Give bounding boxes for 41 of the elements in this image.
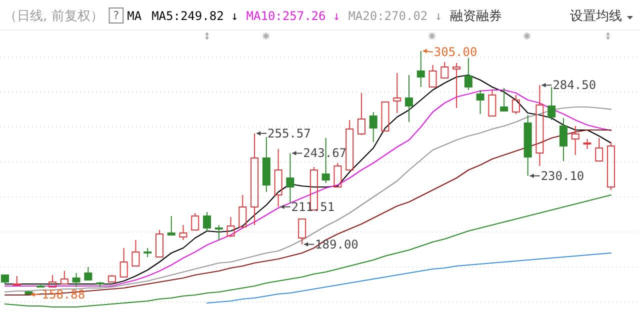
text: ?	[113, 9, 120, 22]
candlestick	[179, 224, 188, 240]
candlestick	[238, 194, 247, 228]
candlestick	[357, 92, 366, 136]
candlestick	[452, 62, 461, 108]
candlestick	[120, 248, 128, 278]
candlestick	[405, 74, 413, 122]
candlestick	[226, 216, 235, 238]
candlestick	[346, 120, 354, 170]
candlestick	[440, 62, 449, 78]
candlestick	[48, 274, 57, 288]
text: MA10:257.26 ↓	[246, 9, 340, 23]
annotation: 305.00	[434, 45, 478, 59]
annotation: 284.50	[552, 78, 596, 92]
candlestick	[559, 118, 568, 162]
chart-subtitle: （日线, 前复权）	[4, 9, 104, 24]
candlestick	[12, 276, 21, 286]
candlestick	[72, 272, 80, 288]
candlestick	[571, 126, 580, 156]
candlestick	[464, 58, 472, 90]
text: MA	[127, 9, 142, 23]
candlestick	[476, 90, 484, 114]
candlestick	[262, 136, 270, 192]
text: MA5:249.82 ↓	[152, 9, 238, 23]
candlestick	[132, 240, 140, 266]
candlestick	[428, 64, 437, 88]
candlestick	[214, 224, 223, 240]
candlestick	[369, 112, 378, 142]
annotation: 255.57	[268, 126, 311, 140]
candlestick	[60, 270, 68, 284]
annotation: 230.10	[540, 168, 584, 183]
candlestick	[393, 72, 402, 114]
annotation: 189.00	[315, 237, 358, 252]
candlestick	[500, 88, 508, 112]
text: 融资融券	[450, 9, 502, 24]
candlestick	[167, 216, 176, 236]
candlestick	[595, 138, 604, 162]
text: 设置均线	[570, 9, 622, 24]
candlestick	[488, 90, 496, 116]
text: MA20:270.02 ↓	[348, 9, 442, 23]
candlestick	[84, 266, 92, 280]
